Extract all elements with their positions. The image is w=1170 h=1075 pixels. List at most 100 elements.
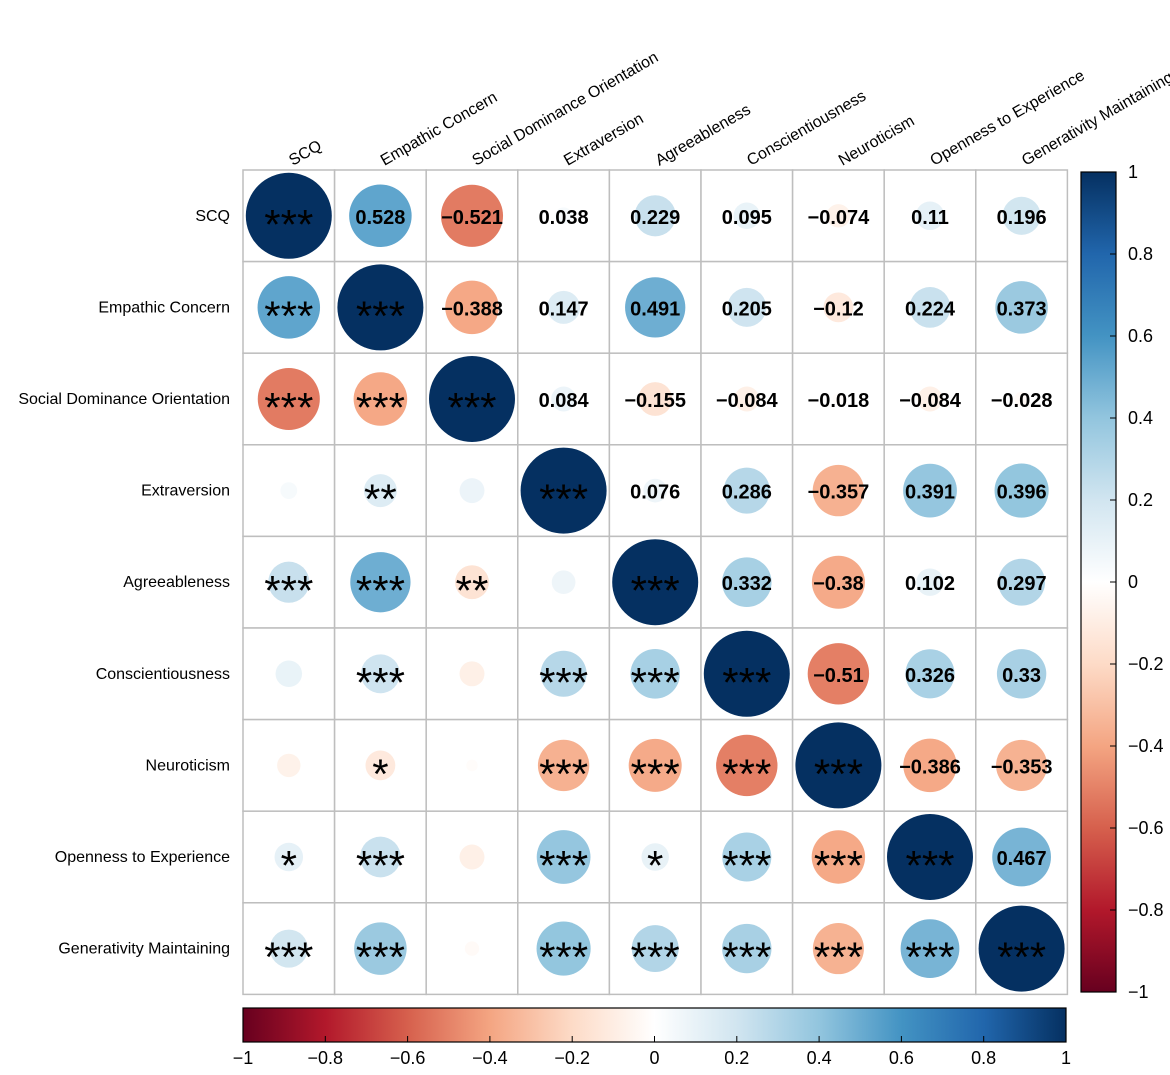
correlation-circle: [978, 905, 1065, 992]
right-colorbar-tick-label: −1: [1128, 982, 1149, 1002]
row-label: Agreeableness: [123, 574, 230, 591]
correlation-value-label: −0.084: [899, 390, 962, 412]
correlation-value-label: 0.373: [997, 298, 1047, 320]
significance-stars: ***: [356, 292, 405, 339]
significance-stars: ***: [722, 750, 771, 797]
correlation-circle: [917, 386, 943, 412]
correlation-value-label: 0.224: [905, 298, 956, 320]
correlation-circle: [634, 195, 676, 237]
right-colorbar-tick-label: 0: [1128, 572, 1138, 592]
correlation-value-label: −0.38: [813, 573, 864, 595]
bottom-colorbar-tick-label: 0.2: [724, 1048, 749, 1068]
correlation-circle: [257, 367, 320, 431]
correlation-value-label: 0.326: [905, 665, 955, 687]
correlation-circle: [365, 750, 396, 781]
row-label: Neuroticism: [146, 757, 230, 774]
correlation-value-label: −0.51: [813, 665, 864, 687]
correlation-circle: [727, 287, 767, 327]
right-colorbar-tick-label: 0.8: [1128, 244, 1153, 264]
significance-stars: ***: [356, 659, 405, 706]
correlation-circle: [643, 478, 668, 503]
correlation-circle: [722, 832, 772, 882]
correlation-circle: [540, 650, 587, 697]
right-colorbar-tick-label: −0.2: [1128, 654, 1164, 674]
matrix-cell: [883, 169, 977, 263]
bottom-colorbar-tick-label: 0.4: [807, 1048, 832, 1068]
row-label: Generativity Maintaining: [58, 941, 230, 958]
correlation-circle: [915, 201, 945, 231]
row-label: Openness to Experience: [55, 849, 230, 866]
correlation-value-label: −0.386: [899, 756, 961, 778]
row-label: Extraversion: [141, 483, 230, 500]
significance-stars: ***: [356, 934, 405, 981]
significance-stars: ***: [722, 934, 771, 981]
correlation-value-label: −0.084: [716, 390, 779, 412]
correlation-value-label: 0.076: [630, 482, 680, 504]
correlation-circle: [1014, 391, 1029, 407]
column-label: Neuroticism: [836, 113, 918, 170]
bottom-colorbar-tick-label: 1: [1061, 1048, 1071, 1068]
correlation-circle: [274, 842, 304, 872]
bottom-colorbar-tick-label: −0.8: [308, 1048, 344, 1068]
correlation-value-label: 0.196: [997, 207, 1047, 229]
correlation-circle: [722, 557, 772, 607]
significance-stars: ***: [814, 934, 863, 981]
significance-stars: ***: [997, 934, 1046, 981]
column-label: Agreeableness: [653, 101, 754, 169]
correlation-circle: [1002, 196, 1041, 235]
correlation-circle: [716, 734, 778, 797]
correlation-circle: [536, 921, 591, 976]
correlation-circle: [996, 739, 1048, 791]
significance-stars: ***: [356, 842, 405, 889]
correlation-value-label: 0.467: [997, 848, 1047, 870]
correlation-circle: [832, 393, 845, 405]
row-label: Conscientiousness: [96, 666, 230, 683]
correlation-value-label: 0.491: [630, 298, 680, 320]
correlation-value-label: 0.095: [722, 207, 772, 229]
correlation-circle: [995, 281, 1048, 334]
correlation-value-label: −0.388: [441, 298, 503, 320]
correlation-value-label: −0.028: [991, 390, 1053, 412]
right-colorbar-tick-label: −0.6: [1128, 818, 1164, 838]
matrix-cell: [517, 352, 611, 446]
significance-stars: ***: [264, 934, 313, 981]
correlation-circle: [992, 827, 1051, 887]
correlation-value-label: 0.286: [722, 482, 772, 504]
column-label: Generativity Maintaining: [1019, 69, 1170, 170]
matrix-cell-labels: *** 0.528 −0.521 0.038 0.229 0.095 −0.074 0.11 0…: [264, 201, 1052, 981]
correlation-value-label: −0.074: [808, 207, 871, 229]
significance-stars: ***: [356, 384, 405, 431]
column-label: Extraversion: [561, 110, 647, 169]
correlation-circle: [459, 478, 485, 504]
correlation-circle: [466, 759, 478, 772]
correlation-circle: [625, 277, 686, 338]
correlation-circle: [551, 570, 576, 595]
correlation-circle: [998, 558, 1046, 606]
correlation-value-label: 0.528: [355, 207, 405, 229]
bottom-colorbar-tick-label: −0.6: [390, 1048, 426, 1068]
correlation-circle: [812, 923, 864, 975]
significance-stars: ***: [722, 659, 771, 706]
significance-stars: *: [647, 842, 663, 889]
correlation-circle: [520, 447, 607, 534]
significance-stars: **: [364, 476, 397, 523]
correlation-circle: [245, 172, 332, 259]
significance-stars: ***: [631, 934, 680, 981]
correlation-circle: [455, 565, 489, 600]
column-label: Openness to Experience: [928, 67, 1088, 169]
correlation-circle: [277, 753, 301, 778]
matrix-cells: [242, 169, 1069, 996]
correlation-circle: [440, 184, 504, 247]
correlation-circle: [638, 382, 673, 416]
significance-stars: ***: [539, 750, 588, 797]
correlation-value-label: 0.332: [722, 573, 772, 595]
correlation-value-label: 0.147: [539, 298, 589, 320]
correlation-circle: [547, 290, 581, 324]
significance-stars: **: [456, 567, 489, 614]
correlation-circle: [994, 463, 1049, 518]
right-colorbar-tick-label: 0.6: [1128, 326, 1153, 346]
right-colorbar-tick-label: −0.4: [1128, 736, 1164, 756]
correlation-value-label: −0.521: [441, 207, 503, 229]
bottom-colorbar-tick-label: −1: [233, 1048, 254, 1068]
